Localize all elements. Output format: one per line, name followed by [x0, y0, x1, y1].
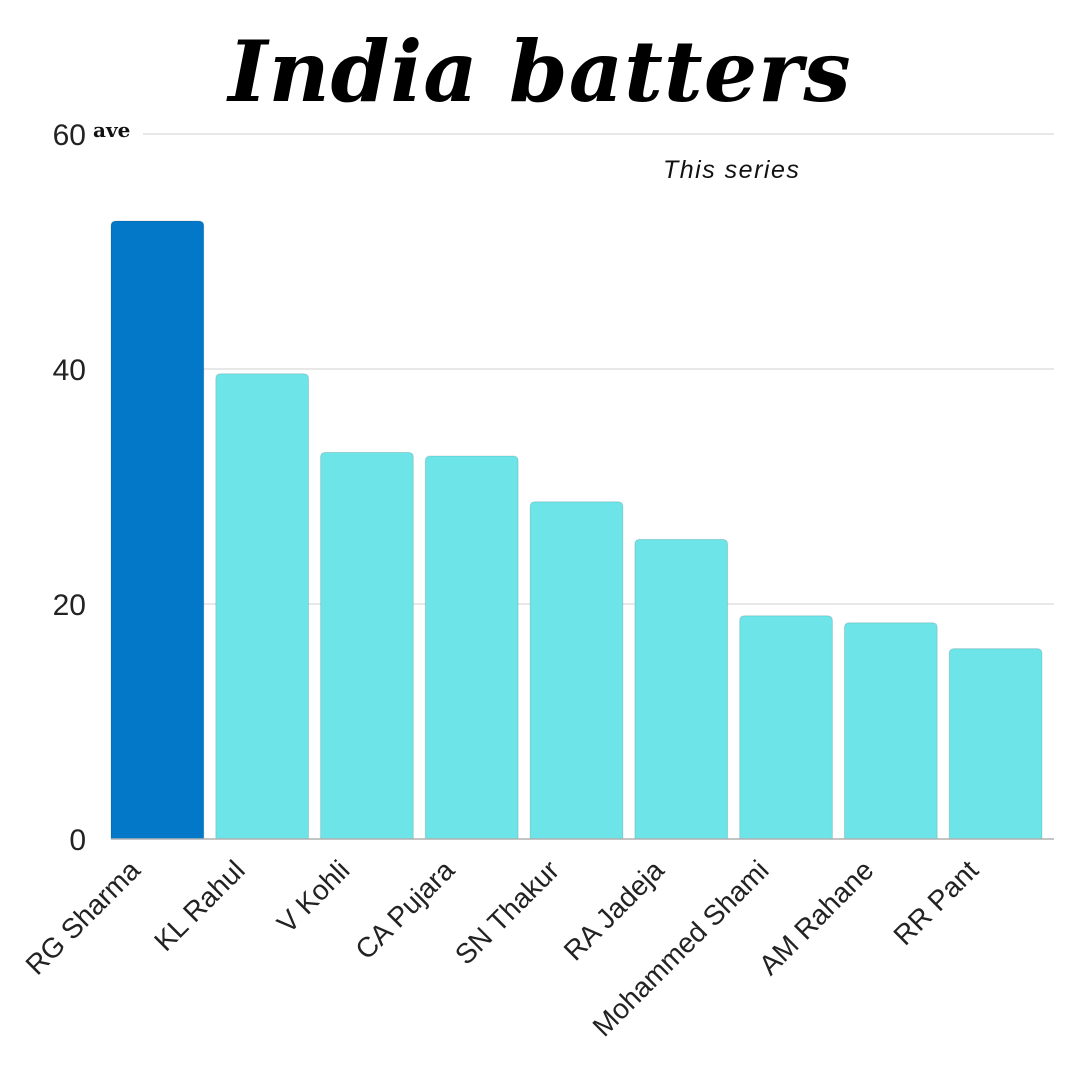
y-tick-label: 40 — [53, 354, 86, 387]
bar — [320, 451, 414, 840]
x-tick-label: V Kohli — [271, 854, 356, 939]
x-tick-label: RG Sharma — [20, 854, 147, 981]
bar — [110, 220, 205, 840]
x-tick-label: CA Pujara — [349, 854, 460, 965]
y-axis-label: ave — [93, 118, 131, 142]
y-tick-label: 60 — [53, 119, 86, 152]
bar — [529, 501, 624, 840]
bar — [424, 455, 519, 840]
chart-subtitle: This series — [663, 156, 801, 184]
x-tick-label: RR Pant — [887, 854, 984, 951]
y-tick-label: 0 — [69, 824, 86, 857]
bar — [948, 648, 1043, 840]
x-tick-label: AM Rahane — [753, 854, 879, 980]
bar — [843, 622, 938, 840]
x-tick-label: RA Jadeja — [558, 854, 670, 966]
x-tick-label: SN Thakur — [449, 854, 565, 970]
bar — [634, 538, 729, 840]
y-tick-label: 20 — [53, 589, 86, 622]
bar — [739, 615, 833, 840]
x-tick-label: Mohammed Shami — [587, 854, 775, 1042]
chart-title: India batters — [228, 22, 852, 121]
bar — [215, 373, 310, 840]
x-tick-label: KL Rahul — [148, 854, 251, 957]
